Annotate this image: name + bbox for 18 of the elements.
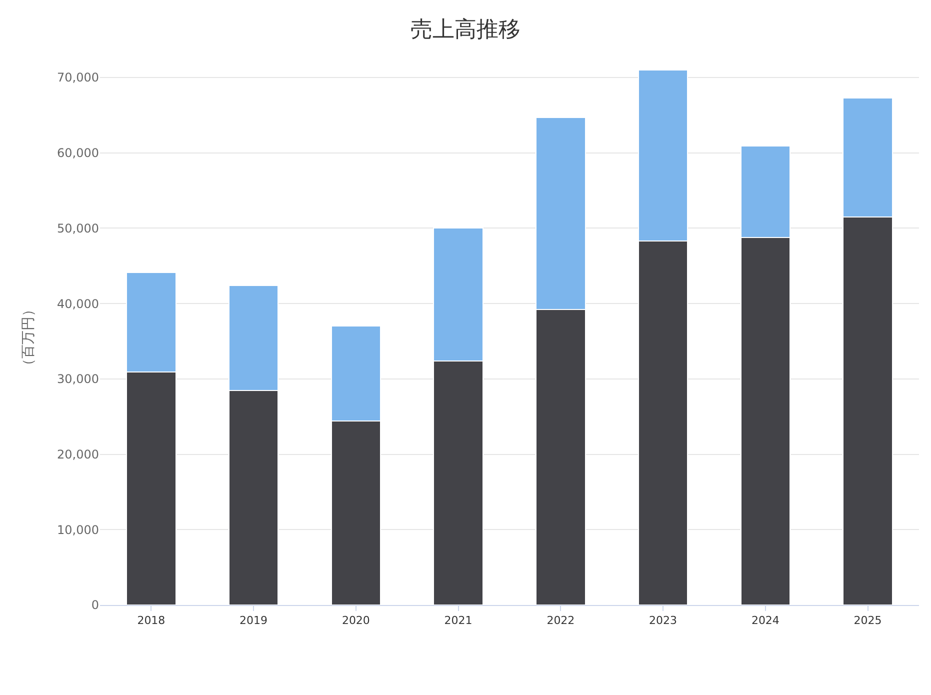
y-tick-label: 10,000 <box>57 522 99 537</box>
x-tick-label: 2023 <box>649 614 678 628</box>
x-tick-label: 2021 <box>444 614 472 628</box>
y-tick-label: 40,000 <box>57 296 99 311</box>
x-tick-label: 2024 <box>751 614 780 628</box>
y-tick-label: 50,000 <box>57 221 99 236</box>
x-tick-label: 2020 <box>342 614 370 628</box>
y-tick-label: 0 <box>91 598 99 612</box>
y-tick-label: 30,000 <box>57 372 99 386</box>
y-tick-label: 20,000 <box>57 448 99 462</box>
chart-title: 売上高推移 <box>410 17 520 42</box>
x-tick-label: 2018 <box>137 614 166 628</box>
y-tick-label: 60,000 <box>57 146 99 160</box>
y-tick-label: 70,000 <box>57 70 99 85</box>
y-axis-title: （百万円） <box>20 302 37 372</box>
x-tick-label: 2025 <box>854 614 882 628</box>
x-tick-label: 2022 <box>546 614 575 628</box>
x-tick-label: 2019 <box>240 614 268 628</box>
